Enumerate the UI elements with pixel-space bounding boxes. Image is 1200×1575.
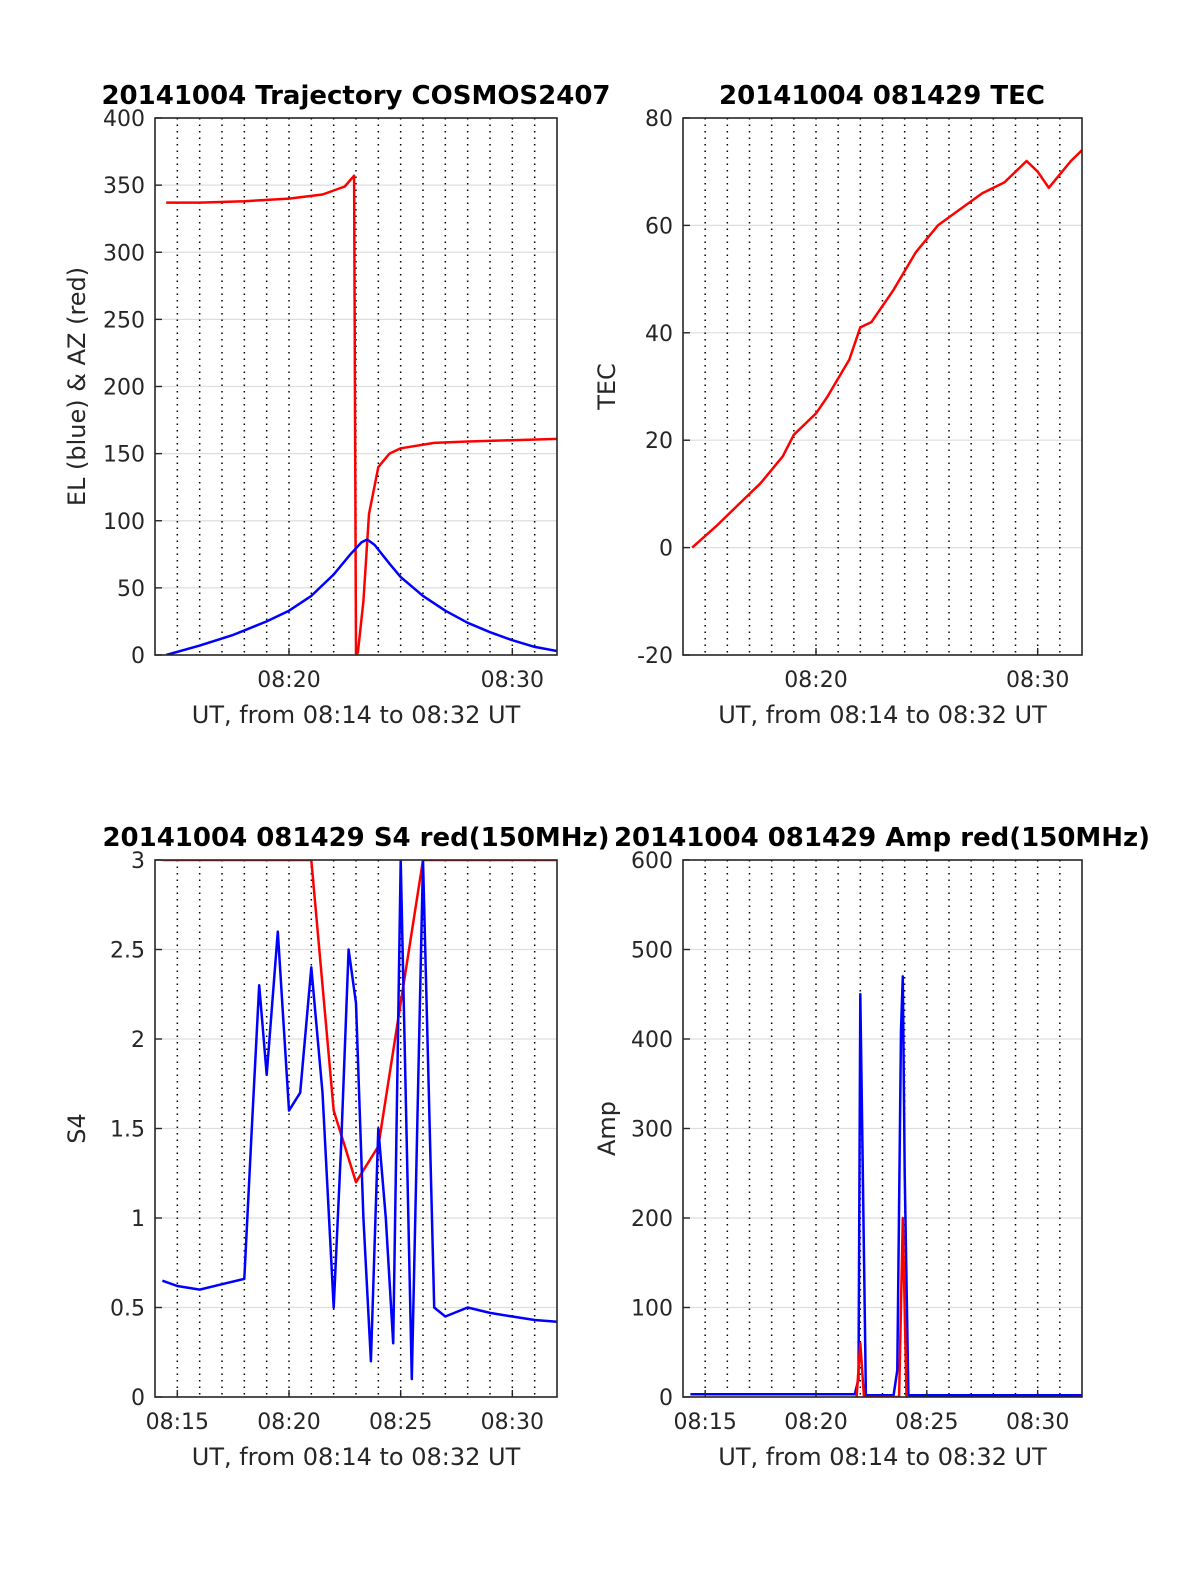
y-tick-label: 400: [631, 1028, 673, 1053]
series-line-1: [162, 860, 557, 1184]
y-tick-label: 0: [659, 1386, 673, 1411]
y-tick-label: 2.5: [110, 939, 145, 964]
y-axis-label: TEC: [593, 363, 621, 411]
y-axis-label: Amp: [593, 1101, 621, 1156]
chart-2: -20 0 20 40 60 80 08:20 08:30 20141004 081429 TE…: [593, 81, 1083, 729]
x-tick-label: 08:20: [257, 1410, 320, 1435]
y-tick-label: 500: [631, 939, 673, 964]
y-tick-label: 1: [131, 1207, 145, 1232]
y-tick-label: 60: [645, 214, 673, 239]
axes-box: [682, 117, 1083, 656]
y-tick-label: 1.5: [110, 1118, 145, 1143]
chart-3: 0 0.5 1 1.5 2 2.5 3 08:15 08:20 08:25 08:30 2014100…: [63, 823, 610, 1471]
x-axis-label: UT, from 08:14 to 08:32 UT: [718, 1443, 1047, 1471]
y-tick-label: 0: [131, 644, 145, 669]
series-line-2: [165, 538, 557, 655]
y-tick-label: 200: [631, 1207, 673, 1232]
x-tick-label: 08:15: [673, 1410, 736, 1435]
chart-4: 0 100 200 300 400 500 600 08:15 08:20 08:25 08:30 2…: [593, 823, 1150, 1471]
y-tick-label: 20: [645, 429, 673, 454]
y-tick-label: 300: [103, 241, 145, 266]
x-axis-label: UT, from 08:14 to 08:32 UT: [192, 701, 521, 729]
y-tick-label: 100: [631, 1297, 673, 1322]
x-tick-label: 08:25: [895, 1410, 958, 1435]
y-tick-label: 0.5: [110, 1297, 145, 1322]
series-line-1: [691, 149, 1082, 549]
y-tick-label: 3: [131, 849, 145, 874]
x-tick-label: 08:20: [784, 1410, 847, 1435]
chart-title: 20141004 081429 S4 red(150MHz): [102, 823, 609, 853]
x-axis-label: UT, from 08:14 to 08:32 UT: [718, 701, 1047, 729]
y-tick-label: 40: [645, 322, 673, 347]
y-tick-label: 350: [103, 174, 145, 199]
x-tick-label: 08:20: [784, 668, 847, 693]
x-tick-label: 08:30: [1006, 668, 1069, 693]
x-tick-label: 08:20: [257, 668, 320, 693]
y-tick-label: 600: [631, 849, 673, 874]
y-tick-label: 400: [103, 107, 145, 132]
y-tick-label: 250: [103, 308, 145, 333]
y-tick-label: -20: [637, 644, 673, 669]
x-tick-label: 08:30: [1006, 1410, 1069, 1435]
chart-title: 20141004 Trajectory COSMOS2407: [101, 81, 610, 111]
chart-title: 20141004 081429 Amp red(150MHz): [614, 823, 1150, 853]
chart-title: 20141004 081429 TEC: [719, 81, 1045, 111]
series-line-2: [161, 860, 557, 1381]
y-tick-label: 0: [131, 1386, 145, 1411]
series-line-1: [166, 174, 557, 655]
y-tick-label: 50: [117, 577, 145, 602]
x-axis-label: UT, from 08:14 to 08:32 UT: [192, 1443, 521, 1471]
y-tick-label: 300: [631, 1118, 673, 1143]
x-tick-label: 08:30: [481, 1410, 544, 1435]
y-tick-label: 150: [103, 443, 145, 468]
y-axis-label: S4: [63, 1113, 91, 1144]
y-axis-label: EL (blue) & AZ (red): [63, 267, 91, 506]
y-tick-label: 100: [103, 510, 145, 535]
y-tick-label: 0: [659, 537, 673, 562]
y-tick-label: 2: [131, 1028, 145, 1053]
y-tick-label: 200: [103, 376, 145, 401]
x-tick-label: 08:30: [481, 668, 544, 693]
x-tick-label: 08:25: [369, 1410, 432, 1435]
series-line-2: [855, 1216, 908, 1397]
chart-1: 0 50 100 150 200 250 300 350 400 08:20 08:30 201410…: [63, 81, 611, 729]
y-tick-label: 80: [645, 107, 673, 132]
x-tick-label: 08:15: [146, 1410, 209, 1435]
